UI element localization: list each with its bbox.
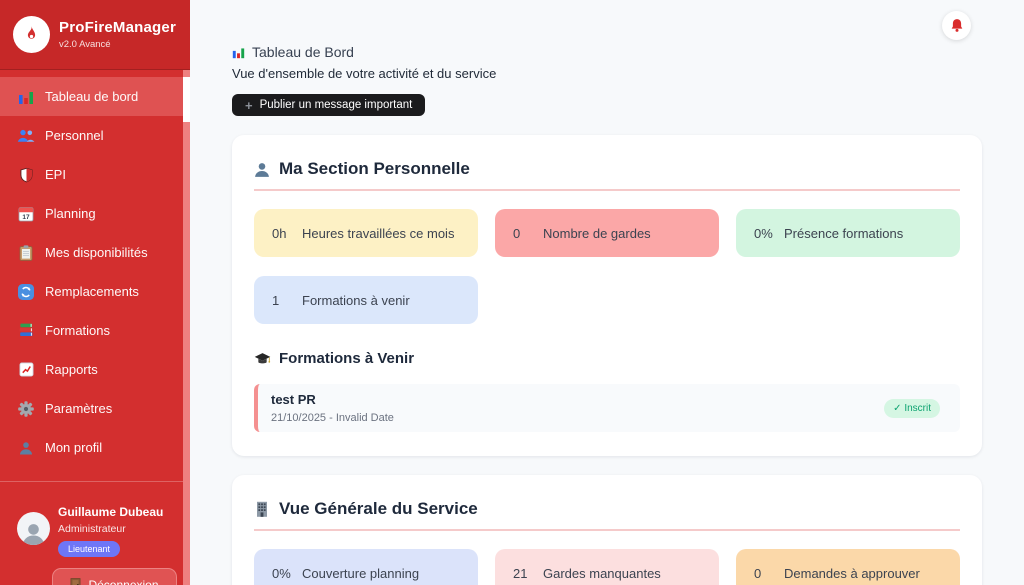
service-stat-card-gardes-manquantes: 21 Gardes manquantes xyxy=(495,549,719,585)
section-underline xyxy=(254,529,960,531)
formation-info: test PR 21/10/2025 - Invalid Date xyxy=(271,392,394,424)
user-row: Guillaume Dubeau Administrateur Lieutena… xyxy=(0,482,183,557)
service-stat-card-demandes-a-approuver: 0 Demandes à approuver xyxy=(736,549,960,585)
service-stat-card-couverture-planning: 0% Couverture planning xyxy=(254,549,478,585)
building-icon xyxy=(254,501,270,517)
sidebar-item-label: Mon profil xyxy=(45,440,103,455)
sidebar-item-label: Tableau de bord xyxy=(45,89,139,104)
main-content: Tableau de Bord Vue d'ensemble de votre … xyxy=(190,0,1024,585)
bar-chart-icon xyxy=(17,88,35,106)
bar-chart-icon xyxy=(232,46,245,59)
app-logo-flame-icon xyxy=(13,16,50,53)
sidebar-item-remplacements[interactable]: Remplacements xyxy=(0,272,183,311)
door-icon xyxy=(70,578,81,585)
user-role: Administrateur xyxy=(58,523,126,535)
sidebar-header: ProFireManager v2.0 Avancé xyxy=(0,0,190,70)
clipboard-icon xyxy=(17,244,35,262)
stat-value: 1 xyxy=(272,292,280,308)
page-title: Tableau de Bord xyxy=(232,44,982,60)
stat-value: 0 xyxy=(513,225,521,241)
logout-label: Déconnexion xyxy=(88,577,159,585)
formation-item: test PR 21/10/2025 - Invalid Date ✓ Inscri… xyxy=(254,384,960,432)
personal-section-title: Ma Section Personnelle xyxy=(254,159,960,179)
sidebar-scrollbar[interactable] xyxy=(183,70,190,585)
sidebar-item-label: Rapports xyxy=(45,362,98,377)
app-version: v2.0 Avancé xyxy=(59,39,111,50)
notifications-button[interactable] xyxy=(942,11,971,40)
sidebar-item-personnel[interactable]: Personnel xyxy=(0,116,183,155)
formation-date: 21/10/2025 - Invalid Date xyxy=(271,412,394,424)
sidebar-scrollbar-thumb[interactable] xyxy=(183,77,190,122)
publish-message-button[interactable]: + Publier un message important xyxy=(232,94,426,116)
sidebar-item-mon-profil[interactable]: Mon profil xyxy=(0,428,183,467)
stat-label: Présence formations xyxy=(784,225,904,241)
user-info: Guillaume Dubeau Administrateur Lieutena… xyxy=(58,505,163,557)
sidebar-item-parametres[interactable]: Paramètres xyxy=(0,389,183,428)
stat-label: Gardes manquantes xyxy=(543,565,661,581)
stat-value: 0% xyxy=(272,565,291,581)
service-section-title: Vue Générale du Service xyxy=(254,499,960,519)
sidebar: ProFireManager v2.0 Avancé Tableau de bo… xyxy=(0,0,190,585)
page-subtitle: Vue d'ensemble de votre activité et du s… xyxy=(232,66,497,81)
user-name: Guillaume Dubeau xyxy=(58,505,164,519)
sidebar-footer: Guillaume Dubeau Administrateur Lieutena… xyxy=(0,481,183,585)
gear-icon xyxy=(17,400,35,418)
stat-label: Demandes à approuver xyxy=(784,565,920,581)
stat-value: 0h xyxy=(272,225,287,241)
sidebar-item-rapports[interactable]: Rapports xyxy=(0,350,183,389)
user-grade-badge: Lieutenant xyxy=(58,541,121,557)
personal-section-card: Ma Section Personnelle 0h Heures travaill… xyxy=(232,135,982,456)
publish-message-label: Publier un message important xyxy=(259,99,413,111)
stat-value: 0 xyxy=(754,565,762,581)
formation-name: test PR xyxy=(271,392,316,407)
books-icon xyxy=(17,322,35,340)
plus-icon: + xyxy=(245,97,253,113)
sidebar-item-label: Paramètres xyxy=(45,401,113,416)
service-section-card: Vue Générale du Service 0% Couverture pla… xyxy=(232,475,982,585)
sidebar-item-planning[interactable]: 17 Planning xyxy=(0,194,183,233)
brand-block: ProFireManager v2.0 Avancé xyxy=(59,19,176,50)
formations-subsection-title: Formations à Venir xyxy=(254,350,960,367)
stat-value: 21 xyxy=(513,565,528,581)
formations-list: test PR 21/10/2025 - Invalid Date ✓ Inscri… xyxy=(254,384,960,432)
personal-stat-card-nombre-de-gardes: 0 Nombre de gardes xyxy=(495,209,719,257)
logout-button[interactable]: Déconnexion xyxy=(52,568,177,585)
sidebar-item-formations[interactable]: Formations xyxy=(0,311,183,350)
person-icon xyxy=(17,439,35,457)
service-stats-grid: 0% Couverture planning 21 Gardes manquantes… xyxy=(254,549,960,585)
sidebar-item-label: Formations xyxy=(45,323,111,338)
sidebar-item-label: Planning xyxy=(45,206,96,221)
personal-stat-card-formations-a-venir: 1 Formations à venir xyxy=(254,276,478,324)
stat-label: Nombre de gardes xyxy=(543,225,651,241)
sidebar-item-mes-disponibilites[interactable]: Mes disponibilités xyxy=(0,233,183,272)
personal-stats-grid: 0h Heures travaillées ce mois 0 Nombre de g… xyxy=(254,209,960,324)
stat-label: Couverture planning xyxy=(302,565,420,581)
graduation-cap-icon xyxy=(254,352,271,366)
avatar xyxy=(17,512,50,545)
sidebar-item-tableau-de-bord[interactable]: Tableau de bord xyxy=(0,77,183,116)
chart-up-icon xyxy=(17,361,35,379)
stat-label: Heures travaillées ce mois xyxy=(302,225,455,241)
people-icon xyxy=(17,127,35,145)
app-title: ProFireManager xyxy=(59,19,176,36)
person-bust-icon xyxy=(254,162,270,177)
personal-stat-card-heures-travaillees-ce-mois: 0h Heures travaillées ce mois xyxy=(254,209,478,257)
refresh-icon xyxy=(17,283,35,301)
calendar-icon: 17 xyxy=(17,205,35,223)
stat-label: Formations à venir xyxy=(302,292,410,308)
shield-icon xyxy=(17,166,35,184)
personal-stat-card-presence-formations: 0% Présence formations xyxy=(736,209,960,257)
bell-icon xyxy=(950,18,964,33)
sidebar-item-label: Personnel xyxy=(45,128,104,143)
formation-status-badge: ✓ Inscrit xyxy=(884,398,940,418)
sidebar-item-label: Mes disponibilités xyxy=(45,245,148,260)
sidebar-item-label: Remplacements xyxy=(45,284,139,299)
sidebar-item-epi[interactable]: EPI xyxy=(0,155,183,194)
stat-value: 0% xyxy=(754,225,773,241)
sidebar-item-label: EPI xyxy=(45,167,66,182)
section-underline xyxy=(254,189,960,191)
sidebar-nav: Tableau de bord Personnel EPI 17 Planning Mes… xyxy=(0,70,190,467)
svg-text:17: 17 xyxy=(22,214,30,221)
